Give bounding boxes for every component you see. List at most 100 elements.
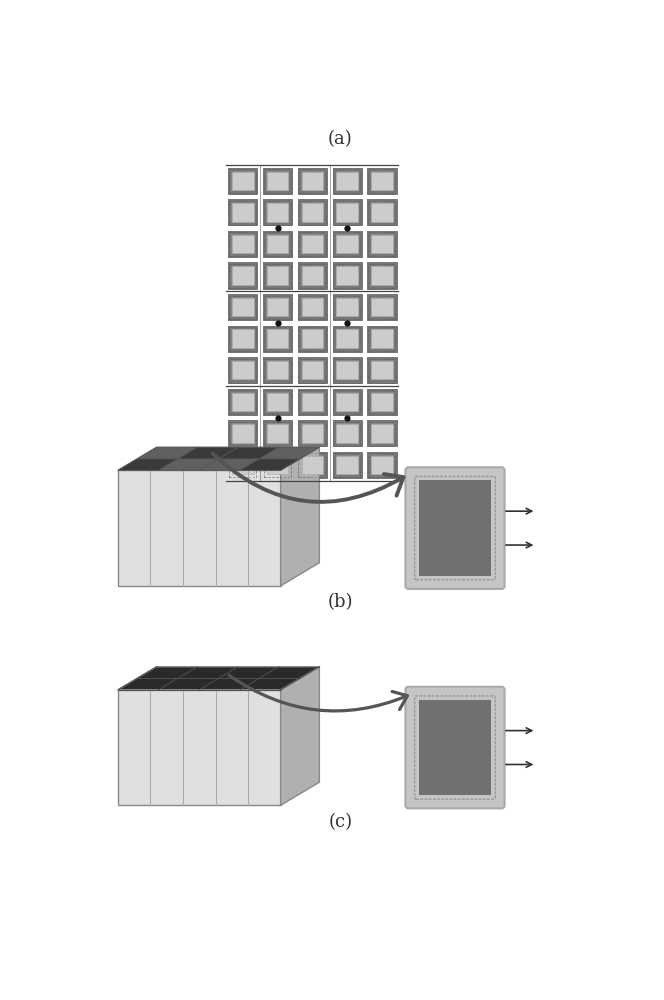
Polygon shape	[281, 447, 319, 586]
Bar	[367, 199, 397, 202]
Bar	[297, 262, 327, 266]
Bar	[333, 254, 362, 257]
Bar	[228, 231, 258, 234]
Bar	[297, 420, 327, 446]
Bar	[289, 262, 292, 289]
Bar	[333, 326, 362, 352]
Bar	[297, 326, 327, 329]
Bar	[333, 452, 362, 455]
Bar	[228, 412, 258, 415]
Bar	[359, 262, 362, 289]
Bar	[289, 357, 292, 383]
Bar	[267, 424, 288, 443]
Bar	[371, 329, 393, 348]
Bar	[254, 389, 258, 415]
Bar	[333, 262, 362, 289]
Bar	[367, 420, 371, 446]
Bar	[333, 389, 335, 415]
Bar	[367, 357, 397, 383]
Bar	[232, 266, 254, 285]
Bar	[367, 222, 397, 225]
Bar	[232, 329, 254, 348]
Bar	[337, 329, 358, 348]
Bar	[333, 286, 362, 289]
Bar	[333, 199, 362, 202]
Bar	[337, 203, 358, 222]
Text: (a): (a)	[328, 130, 353, 148]
Bar	[301, 203, 323, 222]
Bar	[333, 326, 362, 329]
Polygon shape	[260, 447, 319, 459]
Bar	[228, 168, 258, 194]
Bar	[394, 168, 397, 194]
Bar	[367, 294, 371, 320]
Bar	[359, 168, 362, 194]
Bar	[232, 172, 254, 190]
Bar	[263, 191, 292, 194]
Bar	[263, 380, 292, 383]
Bar	[333, 357, 362, 383]
Bar	[263, 357, 292, 360]
Bar	[367, 452, 371, 478]
Bar	[263, 168, 266, 194]
Bar	[263, 326, 266, 352]
Bar	[394, 357, 397, 383]
Bar	[333, 199, 335, 225]
Bar	[289, 294, 292, 320]
Bar	[367, 254, 397, 257]
Bar	[324, 452, 327, 478]
Bar	[228, 286, 258, 289]
Bar	[333, 199, 362, 225]
Bar	[228, 254, 258, 257]
Bar	[263, 294, 292, 320]
Bar	[297, 389, 327, 415]
Bar	[263, 389, 266, 415]
Bar	[289, 326, 292, 352]
Bar	[359, 294, 362, 320]
Bar	[333, 262, 335, 289]
Bar	[228, 294, 258, 320]
Bar	[337, 456, 358, 474]
Bar	[297, 357, 327, 360]
Bar	[333, 317, 362, 320]
Bar	[367, 317, 397, 320]
Bar	[297, 231, 301, 257]
Polygon shape	[178, 447, 238, 459]
Bar	[289, 389, 292, 415]
Bar	[228, 420, 231, 446]
Bar	[301, 393, 323, 411]
Bar	[367, 168, 371, 194]
Bar	[333, 191, 362, 194]
Bar	[267, 329, 288, 348]
Bar	[367, 475, 397, 478]
Bar	[333, 168, 362, 194]
FancyArrowPatch shape	[213, 454, 404, 502]
Bar	[367, 191, 397, 194]
Bar	[333, 231, 362, 257]
Bar	[297, 286, 327, 289]
Bar	[263, 231, 266, 257]
Bar	[254, 326, 258, 352]
Bar	[267, 298, 288, 316]
Bar	[367, 326, 397, 329]
Bar	[297, 317, 327, 320]
Bar	[367, 420, 397, 446]
Bar	[263, 199, 292, 202]
Bar	[297, 452, 301, 478]
Bar	[301, 266, 323, 285]
Bar	[297, 420, 301, 446]
Bar	[228, 389, 258, 415]
Polygon shape	[118, 447, 319, 470]
Bar	[232, 361, 254, 379]
Bar	[371, 298, 393, 316]
Bar	[263, 262, 266, 289]
Bar	[324, 420, 327, 446]
Bar	[394, 420, 397, 446]
Bar	[324, 231, 327, 257]
Bar	[297, 420, 327, 423]
Bar	[367, 389, 371, 415]
Bar	[371, 172, 393, 190]
Bar	[394, 326, 397, 352]
FancyBboxPatch shape	[406, 687, 505, 808]
Bar	[228, 199, 258, 202]
